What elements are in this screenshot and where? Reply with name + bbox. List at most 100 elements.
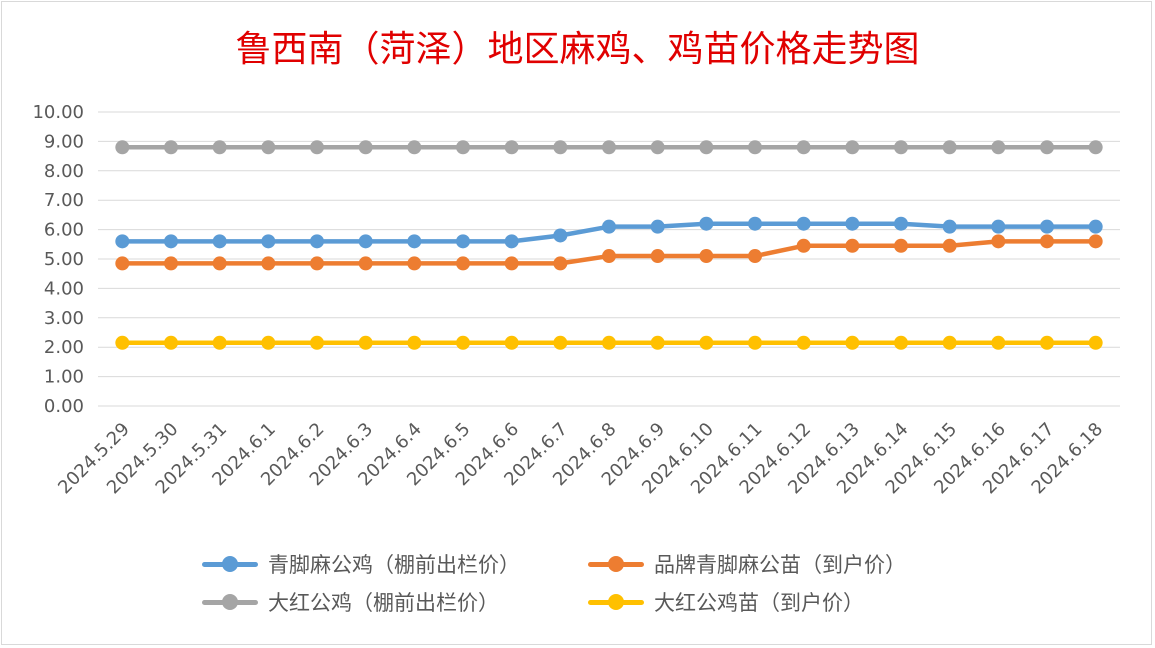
legend-dot-series-4: [608, 594, 624, 610]
data-point: [894, 335, 908, 350]
data-point: [164, 335, 178, 350]
y-tick-label: 9.00: [44, 131, 84, 152]
data-point: [1088, 335, 1103, 350]
data-point: [504, 140, 519, 155]
data-point: [310, 335, 324, 350]
data-point: [796, 140, 811, 155]
data-point: [261, 140, 276, 155]
data-point: [553, 335, 568, 350]
data-point: [796, 216, 811, 231]
data-point: [261, 256, 276, 271]
data-point: [650, 219, 665, 234]
series-3: [115, 140, 1103, 155]
data-point: [504, 256, 519, 271]
data-point: [261, 234, 276, 249]
series-2: [115, 234, 1103, 271]
data-point: [212, 234, 227, 249]
data-point: [748, 249, 762, 264]
data-point: [358, 140, 373, 155]
data-point: [894, 238, 908, 253]
data-point: [942, 238, 957, 253]
y-axis-ticks: 0.00 1.00 2.00 3.00 4.00 5.00 6.00 7.00 8.00 9.00…: [32, 102, 84, 417]
data-point: [358, 335, 373, 350]
data-point: [602, 249, 616, 264]
data-point: [602, 140, 616, 155]
data-point: [748, 335, 762, 350]
data-point: [504, 234, 519, 249]
data-point: [1088, 234, 1103, 249]
series-4: [115, 335, 1103, 350]
y-tick-label: 5.00: [44, 249, 84, 270]
data-point: [991, 219, 1006, 234]
x-axis-ticks: 2024.5.292024.5.302024.5.312024.6.12024.…: [54, 419, 1107, 499]
legend-swatch-series-1: [200, 554, 260, 574]
data-point: [991, 234, 1006, 249]
data-point: [845, 140, 860, 155]
y-tick-label: 4.00: [44, 278, 84, 299]
y-tick-label: 8.00: [44, 161, 84, 182]
legend-item-series-1: 青脚麻公鸡（棚前出栏价）: [200, 546, 520, 582]
legend-dot-series-3: [222, 594, 238, 610]
data-point: [748, 140, 762, 155]
legend-item-series-3: 大红公鸡（棚前出栏价）: [200, 584, 499, 620]
data-point: [991, 335, 1006, 350]
legend-item-series-2: 品牌青脚麻公苗（到户价）: [586, 546, 906, 582]
data-point: [1088, 140, 1103, 155]
data-point: [1040, 219, 1054, 234]
data-point: [845, 335, 860, 350]
data-point: [699, 335, 714, 350]
y-tick-label: 7.00: [44, 190, 84, 211]
data-point: [942, 219, 957, 234]
data-point: [212, 335, 227, 350]
legend-label-series-3: 大红公鸡（棚前出栏价）: [268, 591, 499, 615]
data-point: [602, 219, 616, 234]
data-point: [796, 335, 811, 350]
series-1: [115, 216, 1103, 249]
data-point: [845, 216, 860, 231]
data-point: [115, 140, 130, 155]
legend-swatch-series-3: [200, 592, 260, 612]
y-tick-label: 10.00: [32, 102, 84, 123]
data-point: [796, 238, 811, 253]
y-tick-label: 3.00: [44, 308, 84, 329]
data-point: [456, 140, 470, 155]
data-point: [456, 335, 470, 350]
legend: 青脚麻公鸡（棚前出栏价） 品牌青脚麻公苗（到户价） 大红公鸡（棚前出栏价） 大红…: [200, 546, 1000, 626]
series-lines: [115, 140, 1103, 350]
y-tick-label: 2.00: [44, 337, 84, 358]
legend-label-series-4: 大红公鸡苗（到户价）: [654, 591, 864, 615]
data-point: [407, 140, 422, 155]
legend-label-series-1: 青脚麻公鸡（棚前出栏价）: [268, 553, 520, 577]
data-point: [942, 140, 957, 155]
data-point: [1040, 234, 1054, 249]
data-point: [894, 216, 908, 231]
data-point: [407, 256, 422, 271]
chart-title: 鲁西南（菏泽）地区麻鸡、鸡苗价格走势图: [235, 29, 920, 70]
legend-swatch-series-2: [586, 554, 646, 574]
data-point: [164, 256, 178, 271]
legend-dot-series-1: [222, 556, 238, 572]
data-point: [358, 256, 373, 271]
legend-label-series-2: 品牌青脚麻公苗（到户价）: [654, 553, 906, 577]
data-point: [456, 256, 470, 271]
data-point: [407, 335, 422, 350]
data-point: [553, 256, 568, 271]
data-point: [602, 335, 616, 350]
data-point: [845, 238, 860, 253]
data-point: [894, 140, 908, 155]
data-point: [553, 140, 568, 155]
data-point: [553, 228, 568, 243]
data-point: [261, 335, 276, 350]
legend-dot-series-2: [608, 556, 624, 572]
data-point: [699, 249, 714, 264]
data-point: [456, 234, 470, 249]
data-point: [115, 335, 130, 350]
data-point: [942, 335, 957, 350]
data-point: [650, 249, 665, 264]
data-point: [699, 140, 714, 155]
data-point: [164, 234, 178, 249]
data-point: [115, 256, 130, 271]
data-point: [504, 335, 519, 350]
